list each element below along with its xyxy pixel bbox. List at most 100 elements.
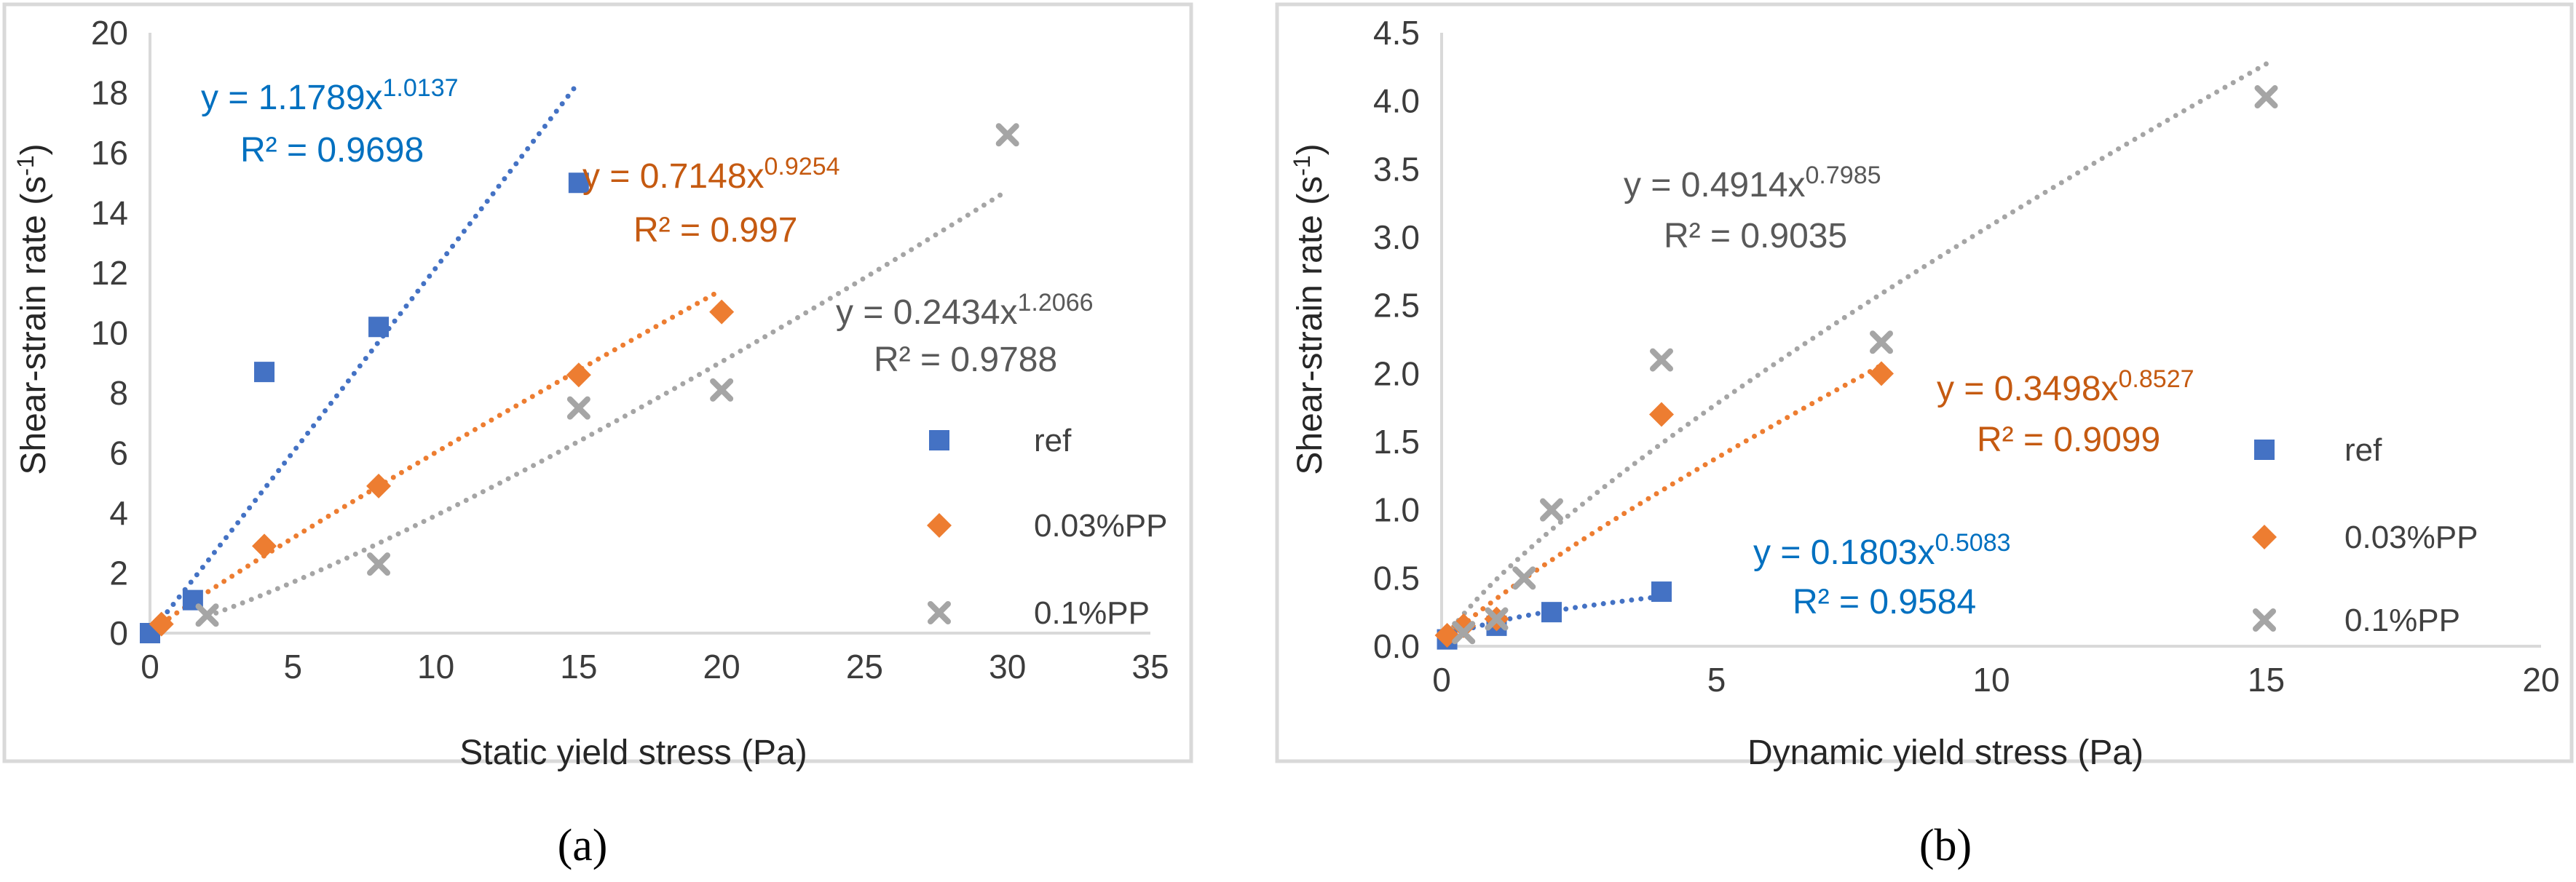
chart-a-r2-0.03%PP: R² = 0.997 [633,211,797,250]
chart-b-point-0.1%PP [1485,607,1509,631]
panel-label-a: (a) [558,821,608,870]
chart-a-trendlines [159,79,1011,627]
chart-b-y-tick-label: 0.0 [1373,627,1420,665]
chart-a-point-ref [568,172,589,194]
chart-a-axes: 0 5 10 15 20 25 30 35 0 2 4 6 8 10 12 14 16 18 20 [91,14,1169,686]
chart-panel-b: 0 5 10 15 20 0.0 0.5 1.0 1.5 2.0 2.5 3.0 3.5 4.0 4.5 y… [1275,2,2574,772]
chart-a-equation-0.1%PP: y = 0.2434x1.2066 [836,289,1094,332]
chart-b-r2-ref: R² = 0.9584 [1793,583,1976,621]
chart-b-r2-0.1%PP: R² = 0.9035 [1664,217,1847,255]
chart-a-legend-marker-0.03%PP [927,513,952,538]
chart-a-legend-label-ref: ref [1034,423,1072,458]
chart-a-point-0.1%PP [367,552,391,576]
chart-a-r2-ref: R² = 0.9698 [240,131,424,170]
chart-a-x-tick-label: 20 [703,648,740,686]
chart-b-trendline-0.1%PP [1445,61,2269,638]
chart-a-x-tick-label: 15 [560,648,597,686]
chart-b-y-tick-label: 1.0 [1373,491,1420,529]
chart-b-axes: 0 5 10 15 20 0.0 0.5 1.0 1.5 2.0 2.5 3.0 3.5 4.0 4.5 [1373,14,2560,699]
chart-a-x-tick-label: 35 [1131,648,1169,686]
chart-a-y-tick-label: 16 [91,134,128,172]
chart-b-equations: y = 0.1803x0.5083 R² = 0.9584 y = 0.3498x0… [1624,162,2194,621]
chart-b-point-0.1%PP [2254,85,2278,109]
chart-a-legend-label-0.03%PP: 0.03%PP [1034,508,1167,544]
chart-b-point-0.1%PP [1870,330,1893,354]
chart-a-y-tick-label: 0 [109,614,128,652]
chart-a-y-tick-label: 4 [109,494,128,532]
chart-a-x-tick-label: 25 [846,648,883,686]
chart-a-point-0.1%PP [195,603,219,627]
chart-b-y-tick-label: 0.5 [1373,559,1420,597]
chart-b-legend-marker-0.1%PP [2253,608,2276,632]
chart-b-markers [1434,85,2278,650]
chart-a-trendline-ref [159,79,582,622]
chart-b-point-0.03%PP [1451,613,1477,638]
chart-a-r2-0.1%PP: R² = 0.9788 [874,341,1057,379]
chart-b-point-0.1%PP [1650,348,1673,372]
chart-b-x-tick-label: 5 [1707,661,1726,699]
chart-b-y-tick-label: 4.0 [1373,82,1420,120]
chart-b-y-tick-label: 4.5 [1373,14,1420,52]
chart-a-y-tick-label: 10 [91,314,128,352]
chart-b-y-tick-label: 2.0 [1373,354,1420,392]
chart-b-equation-0.1%PP: y = 0.4914x0.7985 [1624,162,1881,204]
chart-a-x-tick-label: 30 [989,648,1026,686]
chart-b-point-ref [1541,602,1562,623]
panel-label-b: (b) [1919,821,1972,870]
chart-a-legend-marker-0.1%PP [928,601,951,624]
chart-b-equation-ref: y = 0.1803x0.5083 [1753,529,2011,572]
chart-b-point-0.1%PP [1540,498,1563,522]
chart-b-legend-marker-ref [2254,440,2275,460]
chart-panel-a: 0 5 10 15 20 25 30 35 0 2 4 6 8 10 12 14 16 18 20 y = 1.17… [2,2,1193,772]
chart-b-legend-label-0.1%PP: 0.1%PP [2344,603,2460,638]
chart-b-x-axis-title: Dynamic yield stress (Pa) [1747,734,2144,772]
chart-b-x-tick-label: 20 [2522,661,2559,699]
chart-b-y-tick-label: 2.5 [1373,287,1420,325]
chart-a-point-0.1%PP [566,396,590,420]
chart-a-x-axis-title: Static yield stress (Pa) [459,734,807,772]
chart-a-point-0.03%PP [149,611,174,637]
chart-a-point-0.03%PP [252,533,277,559]
chart-b-legend: ref 0.03%PP 0.1%PP [2252,432,2478,638]
chart-a-y-tick-label: 2 [109,555,128,592]
chart-a-equation-ref: y = 1.1789x1.0137 [201,74,459,117]
chart-a-point-0.1%PP [995,123,1019,147]
chart-b-x-tick-label: 15 [2248,661,2285,699]
chart-b-legend-label-0.03%PP: 0.03%PP [2344,520,2478,555]
chart-b-legend-marker-0.03%PP [2252,525,2277,549]
chart-a-point-ref [368,317,390,338]
chart-a-legend: ref 0.03%PP 0.1%PP [927,423,1167,631]
chart-b-y-axis-title: Shear-strain rate (s-1) [1289,143,1330,474]
chart-b-x-tick-label: 0 [1432,661,1451,699]
chart-a-x-tick-label: 10 [417,648,454,686]
chart-a-x-tick-label: 0 [141,648,159,686]
chart-b-point-0.1%PP [1512,566,1536,590]
chart-a-point-0.1%PP [710,378,734,402]
chart-a-frame [2,2,1193,763]
chart-b-legend-label-ref: ref [2344,432,2382,468]
chart-b-y-tick-label: 3.0 [1373,218,1420,256]
chart-b-y-tick-label: 3.5 [1373,150,1420,188]
chart-a-trendline-0.03%PP [159,287,724,627]
chart-a-point-0.03%PP [366,473,392,498]
chart-a-equations: y = 1.1789x1.0137 R² = 0.9698 y = 0.7148x0… [201,74,1094,379]
chart-a-point-ref [254,362,275,383]
chart-a-equation-0.03%PP: y = 0.7148x0.9254 [582,153,840,196]
chart-a-y-tick-label: 8 [109,374,128,412]
chart-a-y-tick-label: 14 [91,194,128,232]
chart-a-markers [140,123,1019,643]
chart-b-point-0.03%PP [1869,361,1894,386]
chart-b-equation-0.03%PP: y = 0.3498x0.8527 [1937,365,2194,408]
chart-a-y-tick-label: 20 [91,14,128,52]
chart-a-y-tick-label: 12 [91,254,128,292]
chart-a-point-0.03%PP [566,362,591,388]
chart-b-point-0.03%PP [1649,402,1674,427]
chart-a-legend-label-0.1%PP: 0.1%PP [1034,595,1150,631]
chart-a-legend-marker-ref [929,430,949,450]
chart-b-point-ref [1651,581,1672,603]
chart-b-x-tick-label: 10 [1972,661,2010,699]
chart-a-y-axis-title: Shear-strain rate (s-1) [12,143,53,474]
chart-a-x-tick-label: 5 [283,648,302,686]
chart-a-y-tick-label: 6 [109,434,128,472]
